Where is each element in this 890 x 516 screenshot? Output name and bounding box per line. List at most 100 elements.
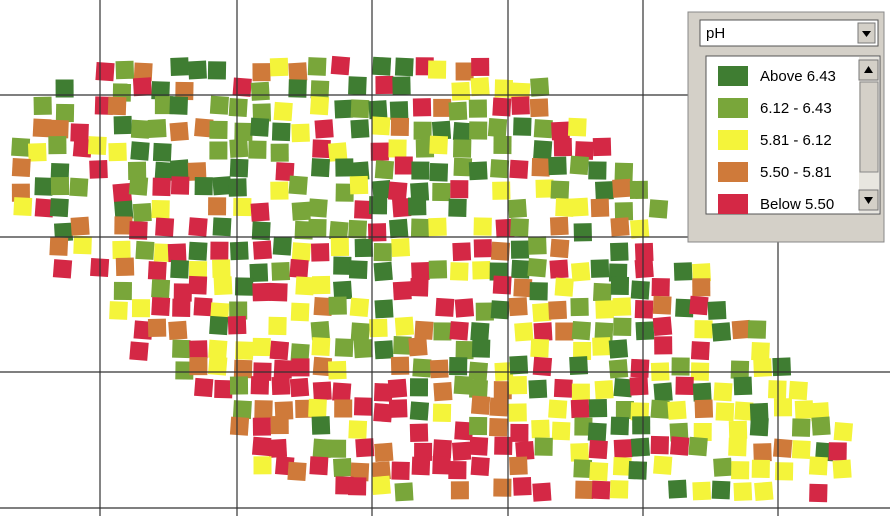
sample-square (371, 475, 391, 496)
sample-square (232, 77, 252, 97)
sample-square (371, 116, 391, 136)
sample-square (673, 262, 693, 281)
sample-square (508, 297, 528, 317)
sample-square (689, 295, 709, 316)
sample-square (50, 119, 69, 139)
sample-square (592, 137, 612, 157)
sample-square (511, 96, 530, 115)
legend-swatch (718, 194, 748, 214)
sample-square (212, 259, 231, 278)
sample-square (548, 300, 567, 320)
sample-square (594, 322, 614, 342)
sample-square (407, 197, 427, 216)
sample-square (515, 441, 535, 461)
sample-square (269, 282, 288, 302)
sample-square (412, 98, 432, 117)
sample-square (454, 421, 474, 441)
sample-square (809, 483, 828, 503)
sample-square (591, 480, 611, 500)
sample-square (713, 457, 733, 477)
sample-square (749, 402, 769, 422)
sample-square (332, 382, 352, 402)
sample-square (87, 136, 107, 156)
sample-square (72, 138, 93, 158)
sample-square (509, 355, 529, 375)
sample-square (270, 143, 289, 162)
sample-square (309, 96, 330, 116)
sample-square (632, 416, 651, 435)
sample-square (455, 62, 474, 81)
sample-square (573, 223, 593, 242)
sample-square (453, 375, 473, 395)
sample-square (693, 422, 712, 442)
sample-square (194, 377, 214, 398)
sample-square (11, 158, 31, 177)
sample-square (487, 118, 508, 138)
sample-square (147, 261, 167, 281)
legend-label: 6.12 - 6.43 (760, 100, 832, 117)
sample-square (129, 341, 149, 361)
sample-square (428, 217, 447, 237)
sample-square (475, 302, 494, 321)
sample-square (453, 139, 472, 158)
sample-square (630, 219, 650, 239)
sample-square (433, 98, 452, 117)
sample-square (348, 477, 367, 496)
sample-square (508, 376, 528, 395)
sample-square (251, 436, 272, 457)
sample-square (348, 420, 368, 439)
dropdown[interactable] (699, 19, 879, 47)
sample-square (233, 197, 252, 217)
sample-square (152, 142, 172, 162)
sample-square (429, 359, 449, 379)
legend-swatch (718, 130, 748, 150)
sample-square (650, 399, 670, 419)
sample-square (613, 439, 633, 459)
sample-square (333, 280, 353, 300)
sample-square (373, 242, 392, 262)
sample-square (372, 56, 392, 76)
sample-square (571, 383, 590, 402)
sample-square (193, 297, 213, 317)
sample-square (252, 417, 272, 436)
sample-square (432, 182, 451, 202)
sample-square (531, 158, 551, 177)
sample-square (311, 337, 331, 357)
sample-square (391, 461, 410, 480)
sample-square (114, 216, 133, 235)
sample-square (288, 62, 308, 82)
sample-square (228, 178, 247, 197)
sample-square (551, 121, 570, 141)
sample-square (490, 159, 510, 179)
legend-label: 5.81 - 6.12 (760, 132, 832, 149)
sample-square (495, 218, 515, 238)
sample-square (151, 297, 171, 316)
sample-square (471, 57, 490, 76)
sample-square (248, 140, 267, 159)
sample-square (229, 416, 250, 436)
sample-square (433, 322, 452, 341)
sample-square (533, 119, 553, 139)
sample-square (133, 62, 153, 82)
scroll-thumb[interactable] (859, 81, 879, 173)
arrow (862, 31, 871, 37)
sample-square (550, 180, 570, 200)
sample-square (371, 461, 391, 481)
dropdown-value: pH (706, 25, 725, 42)
sample-square (731, 461, 750, 480)
sample-square (570, 262, 591, 282)
sample-square (209, 141, 228, 160)
sample-square (569, 155, 589, 175)
sample-square (155, 217, 175, 237)
sample-square (651, 277, 670, 297)
sample-square (334, 99, 354, 119)
sample-square (273, 101, 293, 122)
sample-square (549, 259, 569, 279)
sample-square (448, 101, 468, 121)
sample-square (573, 459, 593, 478)
sample-square (588, 161, 607, 180)
sample-square (350, 462, 370, 482)
sample-square (450, 262, 469, 281)
sample-square (350, 119, 370, 139)
sample-square (510, 218, 529, 237)
